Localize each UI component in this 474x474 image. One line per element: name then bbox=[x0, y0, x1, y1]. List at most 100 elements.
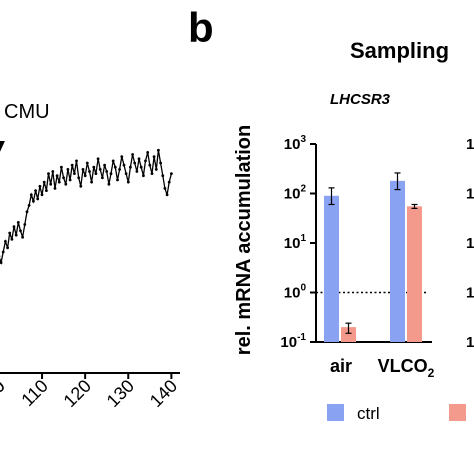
neighbor-tick-label: 1 bbox=[466, 235, 474, 252]
line-point bbox=[105, 170, 109, 173]
line-point bbox=[32, 199, 35, 203]
line-point bbox=[109, 172, 113, 176]
y-axis-label: rel. mRNA accumulation bbox=[233, 125, 255, 355]
line-point bbox=[139, 165, 143, 169]
line-point bbox=[88, 170, 91, 173]
bar bbox=[324, 195, 339, 342]
line-point bbox=[167, 180, 171, 184]
line-point bbox=[94, 172, 98, 176]
treatment-annotation: CMU bbox=[4, 101, 50, 123]
line-point bbox=[137, 157, 141, 161]
y-tick-label: 100 bbox=[284, 283, 307, 302]
category-label: VLCO2 bbox=[378, 356, 435, 380]
line-point bbox=[157, 148, 160, 152]
line-point bbox=[29, 193, 33, 197]
line-point bbox=[79, 184, 83, 188]
legend-label: ctrl bbox=[357, 404, 380, 423]
line-point bbox=[165, 193, 169, 197]
line-point bbox=[25, 210, 29, 214]
line-point bbox=[81, 168, 85, 171]
line-point bbox=[21, 235, 24, 239]
line-point bbox=[118, 168, 121, 171]
category-labels: air VLCO2 bbox=[330, 356, 435, 380]
legend-swatch bbox=[449, 404, 466, 421]
line-point bbox=[53, 187, 57, 190]
line-point bbox=[45, 189, 48, 193]
line-point bbox=[126, 180, 130, 184]
line-point bbox=[8, 231, 12, 235]
clipped-neighbor-ticks: 1 1 1 1 1 bbox=[466, 136, 474, 351]
line-point bbox=[12, 225, 16, 229]
line-series bbox=[0, 150, 173, 266]
line-point bbox=[83, 174, 87, 178]
line-point bbox=[135, 170, 139, 173]
line-point bbox=[51, 170, 55, 173]
line-point bbox=[19, 229, 22, 233]
line-point bbox=[38, 184, 42, 188]
line-point bbox=[77, 176, 81, 180]
line-point bbox=[144, 159, 147, 163]
line-point bbox=[159, 161, 163, 165]
line-point bbox=[146, 151, 150, 154]
line-point bbox=[92, 165, 96, 169]
x-tick-label: 120 bbox=[60, 376, 95, 411]
line-point bbox=[36, 197, 40, 201]
panel-b-bar-chart: b Sampling LHCSR3 rel. mRNA accumulation… bbox=[188, 4, 474, 423]
treatment-arrow-icon bbox=[0, 141, 5, 152]
line-point bbox=[152, 155, 156, 159]
line-point bbox=[98, 168, 102, 171]
line-point bbox=[75, 159, 78, 163]
line-point bbox=[116, 178, 119, 182]
line-point bbox=[170, 172, 173, 176]
line-point bbox=[23, 223, 27, 226]
line-point bbox=[40, 193, 44, 197]
neighbor-tick-label: 1 bbox=[466, 136, 474, 153]
line-point bbox=[60, 165, 63, 169]
line-point bbox=[4, 240, 7, 243]
line-points bbox=[0, 148, 173, 264]
line-point bbox=[150, 172, 154, 176]
line-point bbox=[107, 182, 111, 186]
line-point bbox=[101, 176, 104, 180]
line-point bbox=[103, 163, 106, 167]
legend: ctrl bbox=[327, 404, 466, 423]
line-point bbox=[129, 165, 132, 169]
line-point bbox=[27, 204, 31, 207]
line-point bbox=[49, 182, 53, 186]
line-point bbox=[1, 250, 5, 254]
bar bbox=[341, 327, 356, 342]
line-point bbox=[70, 163, 74, 167]
bar bbox=[390, 180, 405, 342]
line-point bbox=[14, 233, 18, 237]
line-point bbox=[163, 187, 167, 190]
bar bbox=[407, 206, 422, 342]
bars bbox=[324, 172, 422, 342]
x-tick-label: 130 bbox=[103, 376, 138, 411]
line-point bbox=[55, 174, 59, 178]
legend-swatch bbox=[327, 404, 344, 421]
line-point bbox=[142, 174, 145, 178]
line-point bbox=[0, 261, 3, 264]
x-tick-label: 100 bbox=[0, 376, 9, 411]
line-point bbox=[133, 161, 137, 165]
x-tick-label: 0 bbox=[0, 376, 9, 397]
line-point bbox=[6, 246, 9, 250]
x-tick-label: 140 bbox=[146, 376, 181, 411]
y-tick-label: 103 bbox=[284, 134, 307, 153]
neighbor-tick-label: 1 bbox=[466, 186, 474, 203]
line-point bbox=[131, 153, 135, 156]
y-tick-label: 10-1 bbox=[280, 332, 306, 351]
line-point bbox=[161, 174, 165, 178]
line-point bbox=[154, 168, 158, 171]
panel-label: b bbox=[188, 4, 214, 51]
line-point bbox=[96, 157, 100, 161]
line-point bbox=[66, 168, 70, 171]
y-tick-label: 101 bbox=[284, 233, 307, 252]
line-point bbox=[10, 237, 14, 241]
line-point bbox=[73, 172, 76, 176]
panel-header: Sampling bbox=[350, 38, 449, 63]
line-point bbox=[57, 180, 61, 184]
